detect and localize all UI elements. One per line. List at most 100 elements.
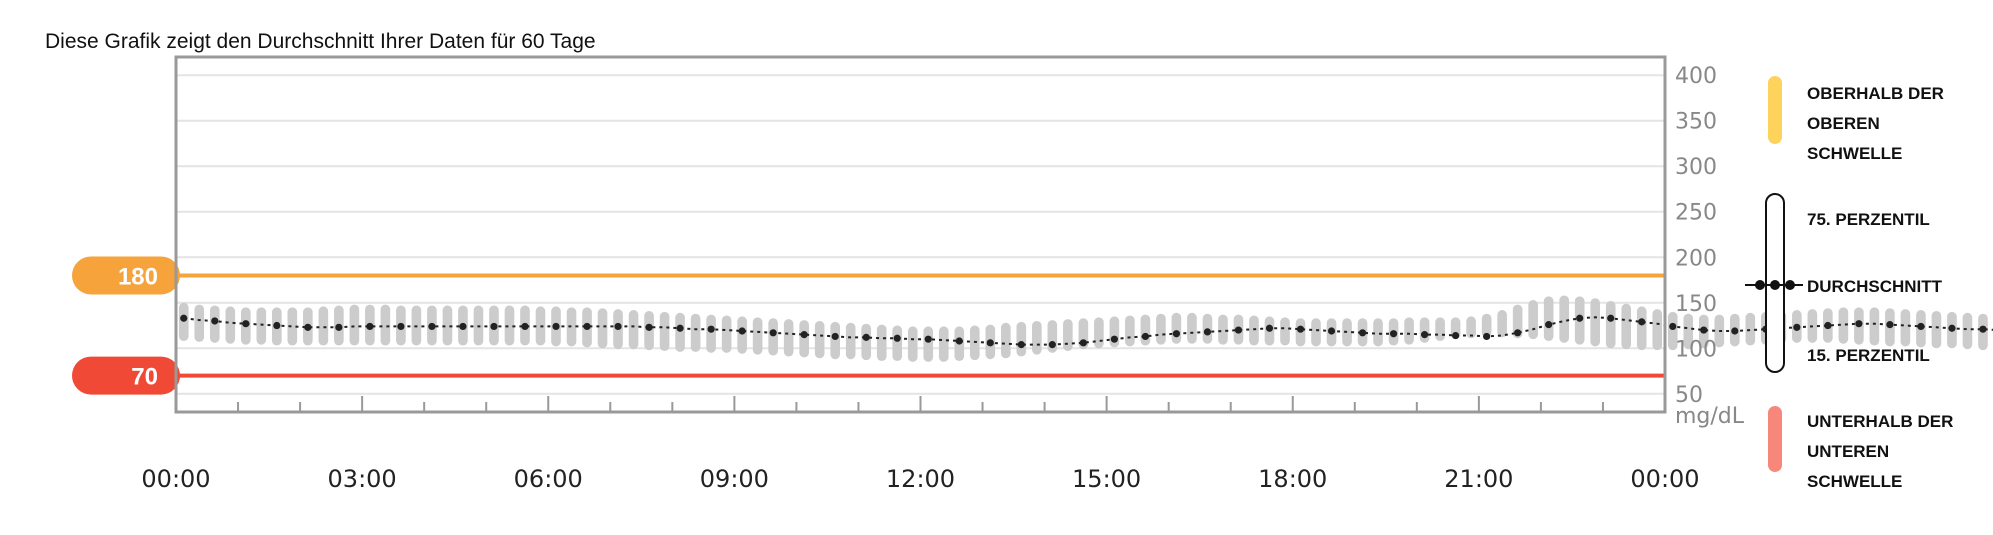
- legend-above-line-3: SCHWELLE: [1807, 144, 1902, 163]
- percentile-band: [1280, 317, 1290, 346]
- percentile-band: [1419, 317, 1430, 343]
- mean-point: [831, 332, 839, 341]
- lower-threshold-badge: [72, 356, 180, 395]
- percentile-band: [1000, 322, 1011, 359]
- percentile-band: [675, 312, 685, 352]
- percentile-band: [1094, 317, 1104, 349]
- legend-mean-dot-icon: [1785, 280, 1795, 290]
- mean-point: [521, 322, 529, 331]
- percentile-band: [690, 313, 701, 352]
- legend-below-swatch: [1768, 406, 1782, 472]
- y-axis-unit: mg/dL: [1675, 404, 1745, 429]
- x-tick-label: 06:00: [514, 465, 583, 493]
- percentile-band: [1373, 318, 1383, 347]
- mean-point: [1389, 330, 1398, 338]
- y-tick-label: 350: [1675, 110, 1717, 135]
- legend: OBERHALB DER OBEREN SCHWELLE 75. PERZENT…: [1745, 76, 1958, 491]
- mean-point: [924, 335, 932, 343]
- x-tick-label: 03:00: [328, 465, 397, 493]
- legend-below-line-1: UNTERHALB DER: [1807, 412, 1953, 431]
- mean-point: [1296, 325, 1305, 333]
- mean-point: [614, 322, 622, 331]
- mean-point: [552, 322, 560, 331]
- mean-point: [955, 337, 963, 345]
- plot-frame: [174, 55, 1667, 414]
- percentile-band: [752, 317, 763, 355]
- mean-point: [1607, 314, 1615, 322]
- mean-point: [862, 333, 870, 341]
- mean-point: [1793, 323, 1801, 331]
- mean-point: [1638, 318, 1646, 326]
- mean-point: [1979, 325, 1987, 333]
- legend-mean-label: DURCHSCHNITT: [1807, 277, 1943, 296]
- percentile-band: [1016, 321, 1027, 357]
- mean-point: [459, 322, 467, 331]
- percentile-band: [659, 311, 670, 352]
- mean-point: [397, 322, 405, 331]
- percentile-band: [178, 302, 189, 341]
- mean-point: [1327, 327, 1336, 335]
- mean-point: [1948, 324, 1956, 332]
- percentile-band: [737, 316, 747, 354]
- legend-p75-label: 75. PERZENTIL: [1807, 210, 1930, 229]
- percentile-band: [1621, 303, 1632, 350]
- percentile-band: [1838, 307, 1849, 344]
- percentile-band: [597, 308, 608, 349]
- mean-point: [1048, 341, 1056, 349]
- mean-point: [1265, 324, 1274, 332]
- percentile-band: [799, 320, 809, 358]
- mean-point: [366, 322, 374, 331]
- mean-point: [800, 331, 808, 339]
- mean-point: [242, 320, 250, 328]
- percentile-band: [1497, 310, 1507, 338]
- percentile-band: [1667, 311, 1678, 351]
- percentile-band: [256, 307, 267, 345]
- percentile-band: [907, 326, 918, 362]
- percentile-band: [1543, 296, 1554, 341]
- mean-point: [1576, 314, 1584, 322]
- mean-line: [183, 316, 1993, 346]
- percentile-band: [194, 304, 205, 342]
- mean-point: [1669, 322, 1677, 331]
- x-tick-label: 12:00: [886, 465, 955, 493]
- mean-point: [986, 339, 994, 347]
- mean-point: [428, 322, 436, 331]
- legend-below-label: UNTERHALB DER UNTEREN SCHWELLE: [1807, 412, 1958, 491]
- mean-point: [1452, 331, 1460, 340]
- legend-above-line-1: OBERHALB DER: [1807, 84, 1944, 103]
- mean-point: [273, 321, 281, 330]
- y-tick-label: 400: [1675, 64, 1717, 89]
- y-tick-label: 100: [1675, 337, 1717, 362]
- percentile-band: [1187, 312, 1197, 344]
- percentile-band: [1249, 315, 1259, 346]
- y-tick-label: 150: [1675, 292, 1717, 317]
- legend-below-line-2: UNTEREN: [1807, 442, 1889, 461]
- mean-point: [1203, 328, 1212, 336]
- percentile-band: [1218, 314, 1228, 345]
- mean-point: [1420, 331, 1429, 339]
- percentile-band: [1559, 295, 1569, 343]
- mean-point: [1017, 341, 1025, 349]
- legend-mean-dot-icon: [1755, 280, 1765, 290]
- upper-threshold-label: 180: [118, 263, 158, 290]
- y-tick-label: 300: [1675, 155, 1717, 180]
- mean-point: [180, 314, 188, 322]
- percentile-band: [349, 304, 360, 346]
- percentile-band: [1931, 310, 1942, 349]
- percentile-band: [1683, 313, 1694, 350]
- percentile-band: [1404, 317, 1414, 345]
- x-tick-label: 15:00: [1072, 465, 1141, 493]
- percentile-band: [225, 306, 236, 344]
- plot-border: [174, 55, 1667, 414]
- mean-point: [1824, 321, 1832, 330]
- percentile-band: [566, 307, 577, 347]
- axis-labels: 50 100 150 200 250 300 350 400 mg/dL 00:00 03:00 06…: [141, 64, 1744, 493]
- percentile-band: [830, 321, 841, 360]
- mean-point: [1079, 339, 1087, 347]
- mean-point: [738, 327, 746, 335]
- legend-above-swatch: [1768, 76, 1782, 144]
- mean-point: [1234, 326, 1243, 334]
- percentile-band: [814, 320, 825, 359]
- mean-point: [335, 323, 343, 331]
